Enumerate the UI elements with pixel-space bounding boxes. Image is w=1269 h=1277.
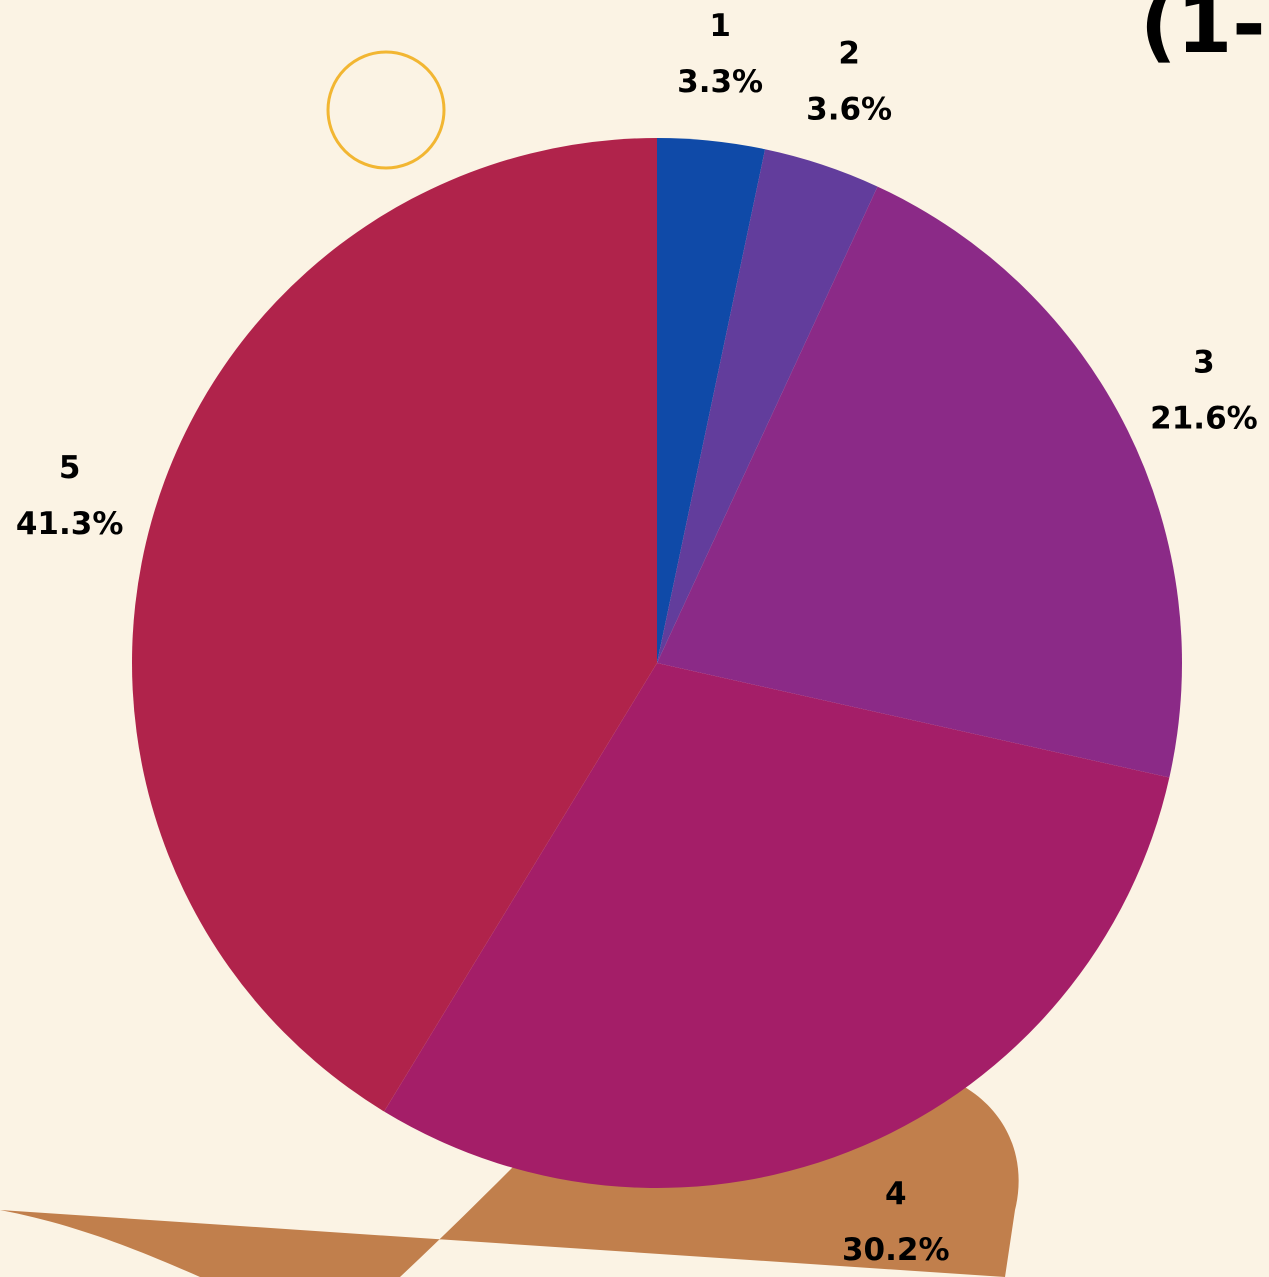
decoration-circle	[328, 52, 444, 168]
slice-category-label: 1	[709, 8, 731, 44]
slice-category-label: 3	[1193, 344, 1215, 380]
page: (1- 13.3%23.6%321.6%430.2%541.3% (() => …	[0, 0, 1269, 1277]
slice-category-label: 4	[885, 1176, 907, 1212]
slice-value-label: 3.6%	[806, 92, 892, 128]
slice-value-label: 41.3%	[16, 506, 124, 542]
pie: 1 3.3% 2 3.6% 3 21.6% 4 30.2% 5 41.3%	[16, 8, 1258, 1268]
chart-title: (1-	[1140, 0, 1265, 71]
chart: (1- 1 3.3% 2 3.6% 3 21.6% 4 30.2% 5 41.3%	[0, 0, 1269, 1277]
slice-category-label: 5	[59, 450, 81, 486]
slice-value-label: 30.2%	[842, 1232, 950, 1268]
slice-value-label: 21.6%	[1150, 400, 1258, 436]
slice-value-label: 3.3%	[677, 64, 763, 100]
slice-category-label: 2	[838, 36, 860, 72]
